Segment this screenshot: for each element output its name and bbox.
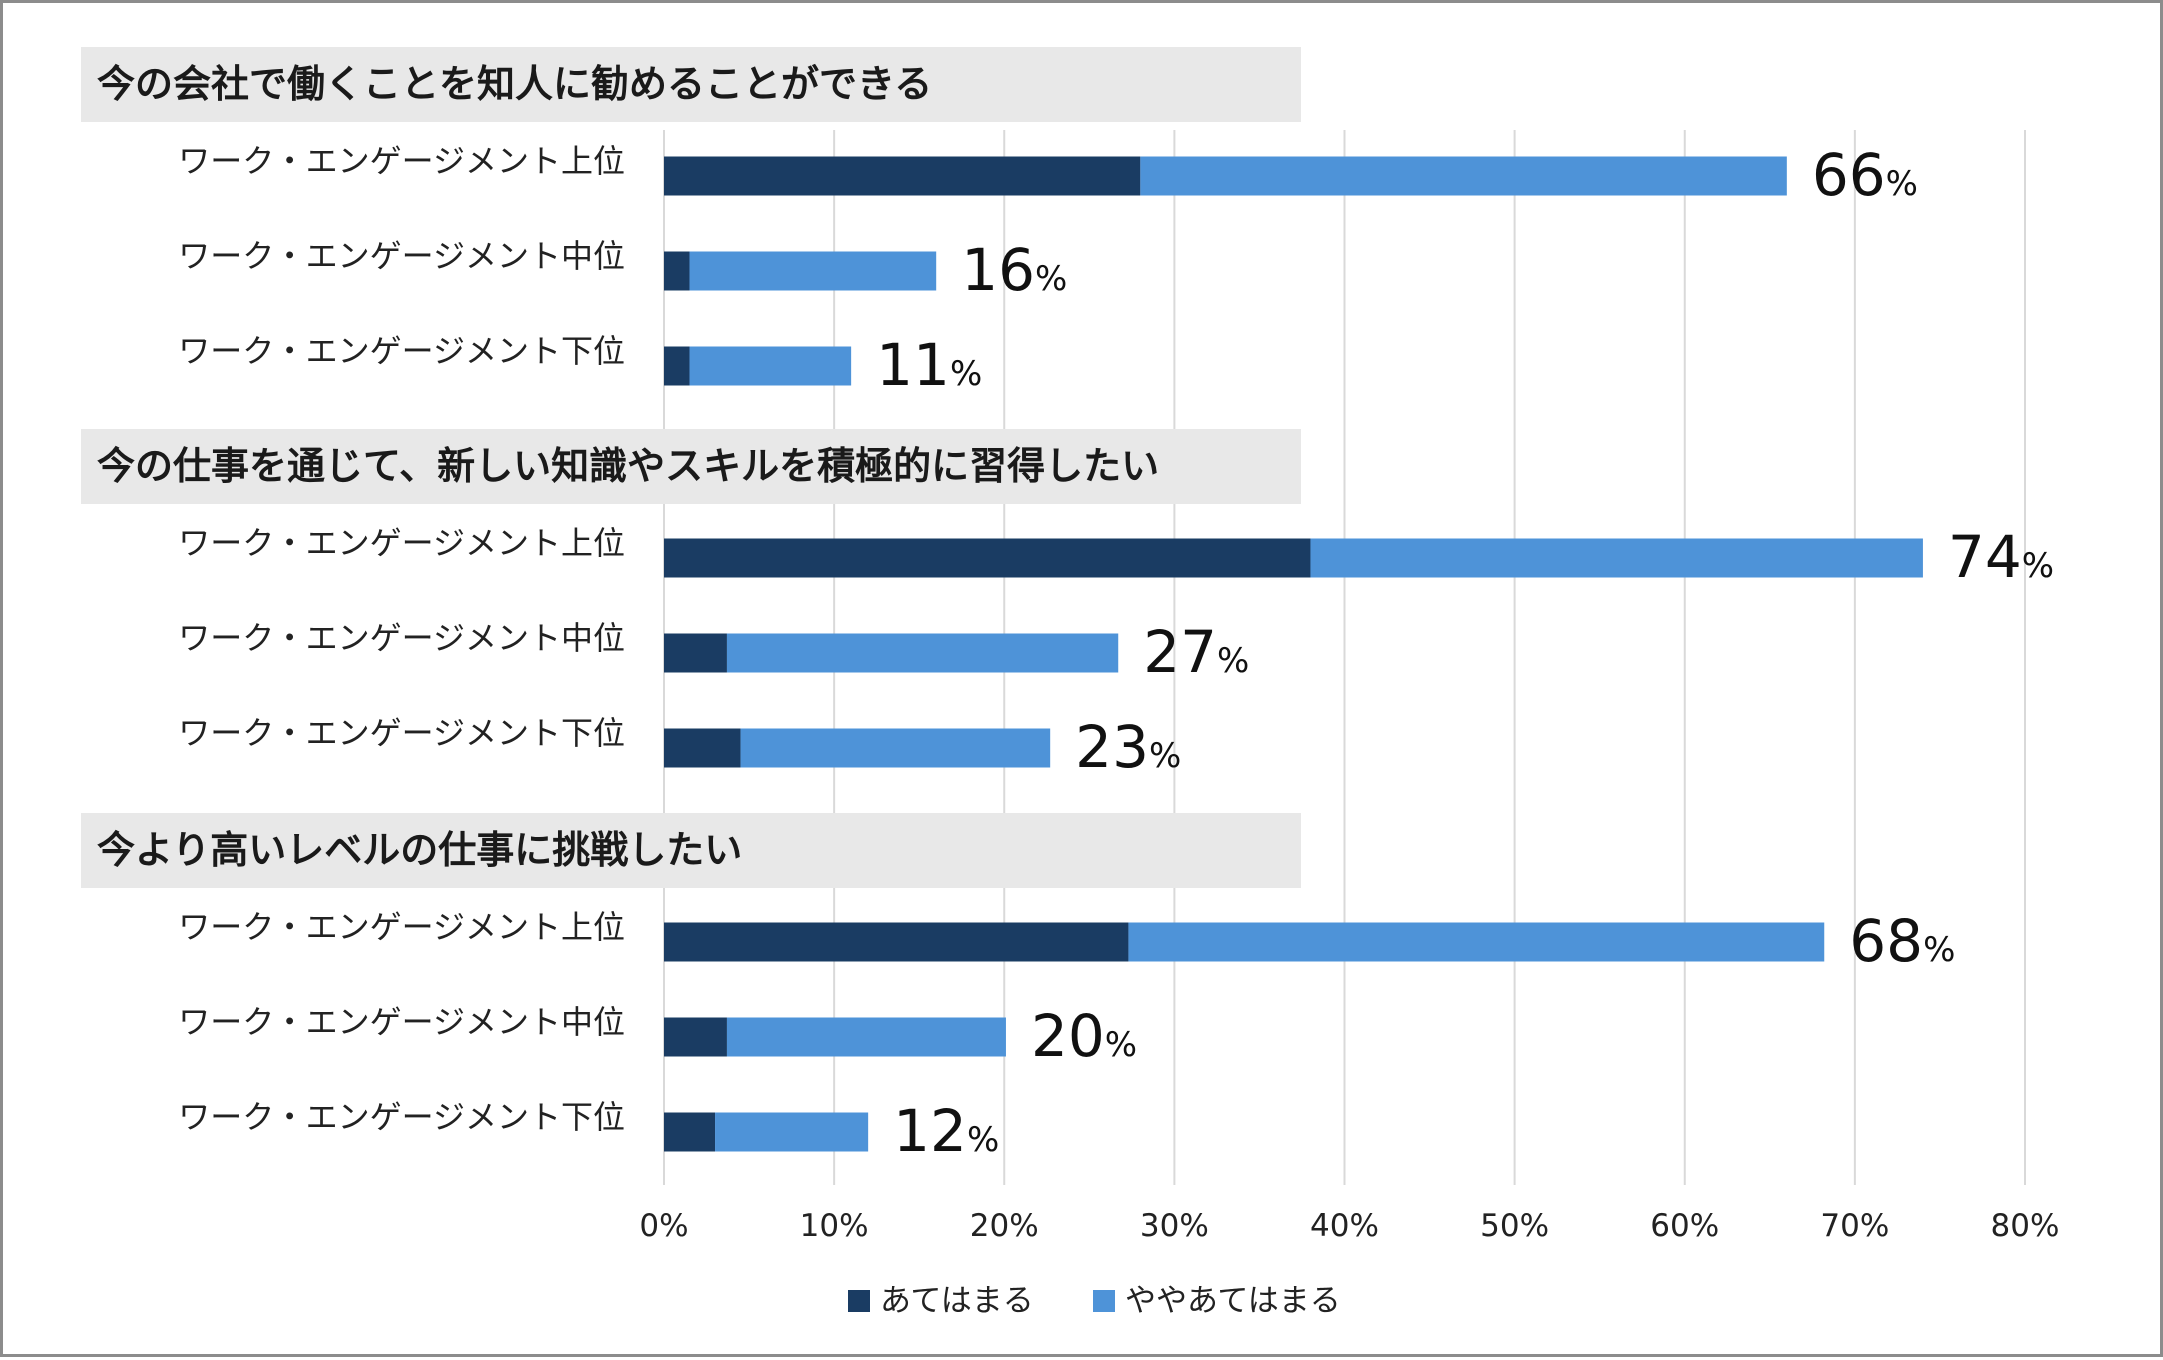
bar-segment-atehamaru: [664, 633, 727, 673]
group-title: 今の会社で働くことを知人に勧めることができる: [97, 62, 932, 106]
bar-segment-atehamaru: [664, 1017, 727, 1057]
row-label: ワーク・エンゲージメント中位: [178, 619, 625, 657]
total-label: 16%: [961, 236, 1067, 304]
total-unit: %: [1923, 930, 1955, 970]
legend-label: ややあてはまる: [1125, 1283, 1341, 1319]
total-value: 20: [1031, 1002, 1105, 1070]
bar-segment-atehamaru: [664, 538, 1311, 578]
group-title: 今の仕事を通じて、新しい知識やスキルを積極的に習得したい: [97, 444, 1159, 488]
total-value: 74: [1948, 523, 2022, 591]
total-unit: %: [967, 1120, 999, 1160]
row-label: ワーク・エンゲージメント中位: [178, 237, 625, 275]
total-value: 66: [1812, 141, 1886, 209]
bar-segment-yaya-atehamaru: [1310, 538, 1923, 578]
stacked-bar-chart: 0% 10% 20% 30% 40% 50% 60% 70% 80% 今の会社で働くことを知人に勧…: [81, 47, 2060, 1319]
x-tick-label: 10%: [800, 1208, 869, 1244]
total-label: 20%: [1031, 1002, 1137, 1070]
bar-segment-atehamaru: [664, 1112, 716, 1152]
row-label: ワーク・エンゲージメント上位: [178, 524, 625, 562]
group-title-band: [81, 47, 1301, 122]
x-tick-label: 0%: [639, 1208, 688, 1244]
legend-label: あてはまる: [880, 1283, 1034, 1319]
x-tick-label: 20%: [970, 1208, 1039, 1244]
total-unit: %: [1149, 736, 1181, 776]
total-value: 11: [876, 331, 950, 399]
total-label: 27%: [1143, 618, 1249, 686]
bar-segment-yaya-atehamaru: [726, 1017, 1006, 1057]
legend-swatch: [848, 1290, 870, 1312]
bar-segment-yaya-atehamaru: [740, 728, 1051, 768]
total-unit: %: [950, 354, 982, 394]
bar-segment-atehamaru: [664, 346, 690, 386]
legend-swatch: [1093, 1290, 1115, 1312]
x-tick-label: 30%: [1140, 1208, 1209, 1244]
total-label: 11%: [876, 331, 982, 399]
total-label: 12%: [893, 1097, 999, 1165]
total-label: 23%: [1075, 713, 1181, 781]
bar-segment-yaya-atehamaru: [689, 346, 852, 386]
total-label: 66%: [1812, 141, 1918, 209]
total-unit: %: [1105, 1025, 1137, 1065]
row-label: ワーク・エンゲージメント上位: [178, 142, 625, 180]
total-unit: %: [1217, 641, 1249, 681]
bar-segment-atehamaru: [664, 156, 1141, 196]
total-unit: %: [1035, 259, 1067, 299]
bar-segment-yaya-atehamaru: [726, 633, 1119, 673]
bar-segment-yaya-atehamaru: [689, 251, 937, 291]
row-label: ワーク・エンゲージメント下位: [178, 1098, 625, 1136]
bar-segment-atehamaru: [664, 728, 741, 768]
total-value: 68: [1849, 907, 1923, 975]
x-tick-label: 50%: [1480, 1208, 1549, 1244]
x-tick-label: 40%: [1310, 1208, 1379, 1244]
row-label: ワーク・エンゲージメント下位: [178, 714, 625, 752]
bar-segment-atehamaru: [664, 922, 1129, 962]
total-unit: %: [1886, 164, 1918, 204]
x-tick-label: 70%: [1820, 1208, 1889, 1244]
total-value: 16: [961, 236, 1035, 304]
group-title-band: [81, 429, 1301, 504]
x-tick-label: 60%: [1650, 1208, 1719, 1244]
total-label: 74%: [1948, 523, 2054, 591]
group-title: 今より高いレベルの仕事に挑戦したい: [97, 828, 742, 872]
row-label: ワーク・エンゲージメント中位: [178, 1003, 625, 1041]
row-label: ワーク・エンゲージメント下位: [178, 332, 625, 370]
bar-segment-yaya-atehamaru: [715, 1112, 869, 1152]
bar-segment-atehamaru: [664, 251, 690, 291]
total-label: 68%: [1849, 907, 1955, 975]
total-value: 12: [893, 1097, 967, 1165]
x-tick-label: 80%: [1991, 1208, 2060, 1244]
total-value: 27: [1143, 618, 1217, 686]
group-title-band: [81, 813, 1301, 888]
row-label: ワーク・エンゲージメント上位: [178, 908, 625, 946]
total-unit: %: [2022, 546, 2054, 586]
bar-segment-yaya-atehamaru: [1140, 156, 1787, 196]
total-value: 23: [1075, 713, 1149, 781]
bar-segment-yaya-atehamaru: [1128, 922, 1825, 962]
